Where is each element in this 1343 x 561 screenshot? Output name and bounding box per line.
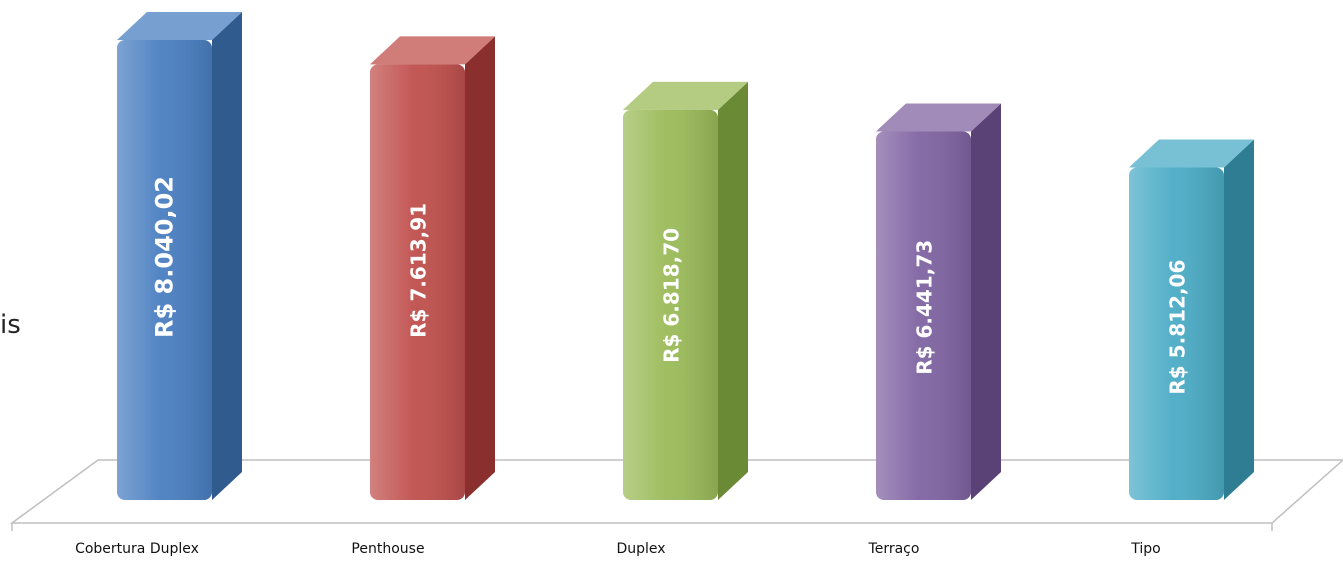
bar-top-highlight (876, 103, 1001, 132)
category-label: Terraço (868, 541, 920, 557)
bar-side (465, 36, 495, 501)
bar-top (117, 12, 242, 40)
category-label: Tipo (1130, 541, 1160, 557)
bar: R$ 6.818,70 (623, 81, 748, 500)
bar-side (718, 81, 748, 500)
category-labels: Cobertura Duplex Penthouse Duplex Terraço Ti… (75, 541, 1161, 557)
bar-value-label: R$ 6.818,70 (660, 228, 684, 363)
category-label: Duplex (616, 541, 665, 557)
bar-shine (876, 131, 971, 501)
bar: R$ 5.812,06 (1129, 139, 1254, 500)
bar-top (623, 81, 748, 110)
bar-side (212, 12, 242, 500)
bar-top (1129, 139, 1254, 168)
bar-top-highlight (370, 36, 495, 65)
bar-value-label: R$ 7.613,91 (407, 203, 431, 338)
bar-top (370, 36, 495, 65)
category-label: Penthouse (351, 541, 424, 557)
bar-shine (1129, 167, 1224, 500)
bar-shine (623, 109, 718, 500)
left-text-fragment: is (0, 310, 21, 340)
bar-side (971, 103, 1001, 501)
bar-value-label: R$ 6.441,73 (913, 240, 937, 375)
bars-group: R$ 8.040,02 R$ 7.613,91 R$ 6.818,70 R$ 6.44… (117, 12, 1254, 501)
bar-side (1224, 139, 1254, 500)
bar-value-label: R$ 5.812,06 (1166, 260, 1190, 395)
bar-value-label: R$ 8.040,02 (151, 176, 179, 338)
bar-shine (117, 40, 212, 500)
bar-top-highlight (623, 81, 748, 110)
bar: R$ 7.613,91 (370, 36, 495, 501)
category-label: Cobertura Duplex (75, 541, 199, 557)
bar-top-highlight (1129, 139, 1254, 168)
bar: R$ 6.441,73 (876, 103, 1001, 501)
bar-top-highlight (117, 12, 242, 40)
bar: R$ 8.040,02 (117, 12, 242, 500)
bar-top (876, 103, 1001, 132)
bar-shine (370, 64, 465, 500)
